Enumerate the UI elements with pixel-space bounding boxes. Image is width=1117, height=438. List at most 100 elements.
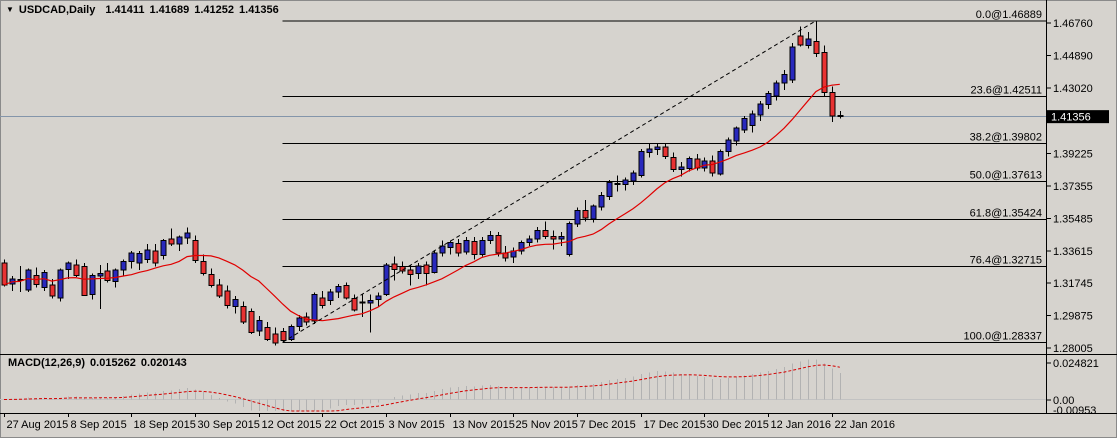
candle-body bbox=[781, 73, 788, 84]
time-tick-label: 18 Sep 2015 bbox=[134, 419, 196, 431]
trendline-dashed[interactable] bbox=[282, 20, 817, 343]
macd-main-value: 0.015262 bbox=[90, 357, 136, 369]
candle-body bbox=[455, 242, 462, 254]
candle-body bbox=[423, 264, 430, 275]
candle-body bbox=[152, 250, 159, 264]
candle-body bbox=[479, 240, 486, 256]
price-tick-label: 1.37355 bbox=[1053, 181, 1093, 193]
candle-body bbox=[789, 46, 796, 81]
candle-body bbox=[311, 293, 318, 322]
candle-body bbox=[319, 297, 326, 307]
time-axis[interactable]: 27 Aug 2015 8 Sep 2015 18 Sep 2015 30 Sep 2… bbox=[4, 414, 896, 431]
pane-separators bbox=[0, 0, 1117, 414]
candle-body bbox=[288, 325, 295, 340]
candle-body bbox=[407, 269, 414, 275]
candle-body bbox=[518, 241, 525, 252]
candle-body bbox=[375, 295, 382, 301]
candle-body bbox=[558, 235, 565, 240]
macd-axis[interactable]: 0.024821 0.00-0.00953 bbox=[1047, 358, 1099, 417]
candle-body bbox=[89, 274, 96, 295]
candle-body bbox=[542, 229, 549, 237]
candle-body bbox=[256, 319, 263, 332]
candle-body bbox=[367, 299, 374, 304]
macd-signal-value: 0.020143 bbox=[140, 357, 187, 369]
candle-body bbox=[248, 311, 255, 334]
ohlc-close-value: 1.41356 bbox=[239, 4, 279, 16]
price-tick-label: 1.33615 bbox=[1053, 246, 1093, 258]
candle-body bbox=[678, 166, 685, 171]
candle-body bbox=[733, 127, 740, 142]
candle-body bbox=[240, 306, 247, 323]
price-tick-label: 1.44890 bbox=[1053, 50, 1093, 62]
candle-body bbox=[638, 150, 645, 177]
price-axis[interactable]: 1.46760 1.44890 1.43020 1.39225 1.37355 1.354… bbox=[1047, 18, 1093, 355]
time-tick-label: 22 Jan 2016 bbox=[835, 419, 896, 431]
candle-body bbox=[81, 266, 88, 296]
time-tick-label: 22 Oct 2015 bbox=[325, 419, 385, 431]
fib-level-label: 76.4@1.32715 bbox=[970, 254, 1042, 266]
candle-body bbox=[550, 235, 557, 240]
candle-body bbox=[725, 139, 732, 152]
candle-body bbox=[415, 265, 422, 275]
ohlc-low-value: 1.41252 bbox=[194, 4, 235, 16]
macd-signal-line bbox=[3, 364, 840, 412]
candle-body bbox=[216, 284, 223, 297]
time-tick-label: 12 Jan 2016 bbox=[771, 419, 832, 431]
candle-body bbox=[749, 113, 756, 126]
candle-body bbox=[622, 179, 629, 185]
candle-body bbox=[280, 331, 287, 341]
macd-histogram bbox=[12, 359, 841, 411]
candle-body bbox=[97, 273, 104, 277]
candle-body bbox=[590, 205, 597, 220]
candle-body bbox=[837, 115, 844, 118]
macd-indicator-header: MACD(12,26,9) 0.015262 0.020143 bbox=[8, 357, 192, 369]
candle-body bbox=[630, 172, 637, 182]
candle-body bbox=[646, 148, 653, 153]
time-tick-label: 25 Nov 2015 bbox=[516, 419, 578, 431]
candle-body bbox=[232, 299, 239, 308]
candle-body bbox=[272, 333, 279, 344]
candle-body bbox=[1, 262, 8, 286]
candle-body bbox=[614, 182, 621, 185]
ohlc-open-value: 1.41411 bbox=[105, 4, 145, 16]
current-price-box-bg bbox=[1047, 110, 1109, 124]
candle-body bbox=[144, 249, 151, 261]
fib-level-label: 50.0@1.37613 bbox=[970, 170, 1042, 182]
candle-body bbox=[574, 209, 581, 225]
symbol-collapse-icon[interactable]: ▼ bbox=[6, 5, 14, 14]
moving-average-line bbox=[3, 83, 840, 322]
candles bbox=[1, 20, 844, 346]
time-tick-label: 7 Dec 2015 bbox=[580, 419, 636, 431]
fib-level-label: 23.6@1.42511 bbox=[970, 85, 1042, 97]
candle-body bbox=[120, 260, 127, 271]
candle-body bbox=[813, 40, 820, 55]
candle-body bbox=[765, 92, 772, 106]
price-tick-label: 1.28005 bbox=[1053, 343, 1093, 355]
macd-indicator-label: MACD(12,26,9) bbox=[8, 357, 86, 369]
current-price-box: 1.41356 bbox=[1047, 110, 1109, 124]
fib-level-label: 0.0@1.46889 bbox=[976, 9, 1042, 21]
candle-body bbox=[526, 238, 533, 243]
candle-body bbox=[49, 284, 56, 297]
macd-tick-label: -0.00953 bbox=[1053, 405, 1096, 417]
candle-body bbox=[200, 260, 207, 275]
candle-body bbox=[701, 160, 708, 169]
candle-body bbox=[25, 269, 32, 291]
candle-body bbox=[192, 240, 199, 262]
candle-body bbox=[773, 82, 780, 97]
candle-body bbox=[41, 272, 48, 288]
time-tick-label: 12 Oct 2015 bbox=[262, 419, 322, 431]
candle-body bbox=[112, 269, 119, 282]
candle-body bbox=[431, 252, 438, 274]
candle-body bbox=[57, 269, 64, 299]
candle-body bbox=[471, 241, 478, 256]
candle-body bbox=[136, 253, 143, 264]
time-tick-label: 13 Nov 2015 bbox=[453, 419, 515, 431]
chart-ohlc-header: ▼ USDCAD,Daily 1.41411 1.41689 1.41252 1.4135… bbox=[6, 4, 284, 16]
candle-body bbox=[184, 232, 191, 239]
macd-tick-label: 0.024821 bbox=[1053, 358, 1099, 370]
candle-body bbox=[805, 38, 812, 47]
macd-tick-label: 0.00 bbox=[1053, 395, 1074, 407]
price-tick-label: 1.46760 bbox=[1053, 18, 1093, 30]
